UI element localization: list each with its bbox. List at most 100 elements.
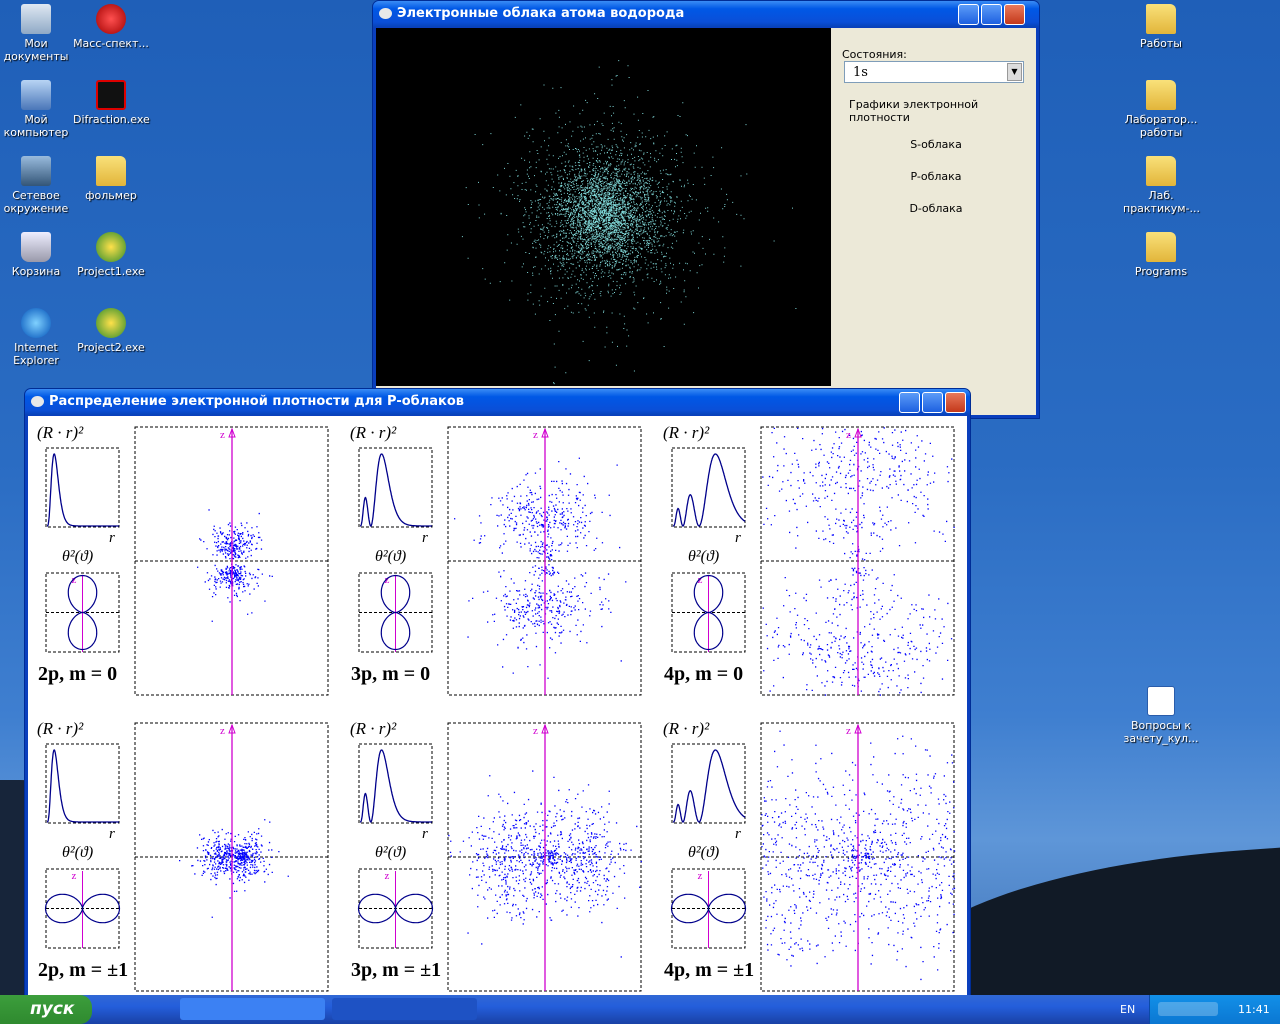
icon-label: Масс-спект...: [73, 37, 149, 50]
angular-label: θ²(ϑ): [62, 844, 93, 861]
cloud-dots: [761, 730, 956, 981]
z-label: z: [533, 725, 538, 737]
tray-icons[interactable]: [1158, 1002, 1218, 1016]
icon-label: Internet Explorer: [13, 341, 59, 367]
icon-label: Вопросы к зачету_кул...: [1123, 719, 1199, 745]
language[interactable]: EN: [1120, 1003, 1136, 1016]
icon-image: [96, 232, 126, 262]
radial-box: [45, 743, 120, 824]
angular-label: θ²(ϑ): [375, 548, 406, 565]
radial-box: [671, 743, 746, 824]
angular-curve: [670, 893, 747, 924]
state-label: 2p, m = ±1: [38, 959, 128, 981]
radial-box: [671, 447, 746, 528]
radial-curve: [673, 749, 746, 823]
desktop-icon[interactable]: фольмер: [73, 154, 149, 202]
z-arrow: [228, 427, 236, 438]
close-button[interactable]: [1004, 4, 1025, 25]
desktop-icon[interactable]: Сетевое окружение: [0, 154, 74, 215]
task-button[interactable]: [180, 998, 325, 1020]
density-panel: (R · r)² r θ²(ϑ) z 2p, m = ±1 z: [37, 719, 329, 992]
density-panel: (R · r)² r θ²(ϑ) z 3p, m = 0 z: [350, 423, 642, 696]
start-button[interactable]: пуск: [0, 995, 92, 1024]
icon-image: [96, 156, 126, 186]
electron-dots: [461, 60, 797, 385]
desktop-icon[interactable]: Мои документы: [0, 2, 74, 63]
minimize-button[interactable]: [899, 392, 920, 413]
cloud-view: [376, 28, 831, 386]
minimize-button[interactable]: [958, 4, 979, 25]
desktop-icon[interactable]: Project2.exe: [73, 306, 149, 354]
maximize-button[interactable]: [922, 392, 943, 413]
desktop-icon[interactable]: Internet Explorer: [0, 306, 74, 367]
close-button[interactable]: [945, 392, 966, 413]
radial-label: (R · r)²: [350, 719, 397, 738]
main-window: Электронные облака атома водорода Состоя…: [372, 0, 1040, 419]
z-label: z: [385, 574, 390, 586]
icon-image: [21, 4, 51, 34]
icon-label: Difraction.exe: [73, 113, 150, 126]
radial-curve: [673, 453, 746, 527]
icon-image: [21, 308, 51, 338]
desktop-icon[interactable]: Работы: [1123, 2, 1199, 50]
z-label: z: [72, 870, 77, 882]
icon-image: [1146, 156, 1176, 186]
desktop-icon[interactable]: Лаборатор... работы: [1123, 78, 1199, 139]
icon-image: [21, 232, 51, 262]
combo-value: 1s: [853, 65, 868, 80]
state-combo[interactable]: 1s ▼: [844, 61, 1024, 83]
radial-curve: [46, 749, 119, 823]
z-arrow: [854, 723, 862, 734]
icon-image: [1146, 232, 1176, 262]
desktop-icon[interactable]: Лаб. практикум-...: [1123, 154, 1200, 215]
icon-image: [96, 4, 126, 34]
graphs-label: Графики электронной плотности: [849, 98, 979, 124]
state-label: 3p, m = 0: [351, 663, 430, 685]
desktop-icon[interactable]: Вопросы к зачету_кул...: [1123, 684, 1199, 745]
cloud-button[interactable]: P-облака: [910, 170, 962, 183]
state-label: 4p, m = 0: [664, 663, 743, 685]
density-panel: (R · r)² r θ²(ϑ) z 4p, m = ±1 z: [663, 719, 956, 992]
angular-label: θ²(ϑ): [375, 844, 406, 861]
state-label: 4p, m = ±1: [664, 959, 754, 981]
desktop-icon[interactable]: Мой компьютер: [0, 78, 74, 139]
p-window: Распределение электронной плотности для …: [24, 388, 971, 1011]
z-label: z: [72, 574, 77, 586]
z-label: z: [846, 725, 851, 737]
desktop-icon[interactable]: Масс-спект...: [73, 2, 149, 50]
icon-label: Работы: [1140, 37, 1182, 50]
density-panel: (R · r)² r θ²(ϑ) z 2p, m = 0 z: [37, 423, 329, 696]
desktop-icon[interactable]: Project1.exe: [73, 230, 149, 278]
icon-image: [1146, 4, 1176, 34]
z-label: z: [220, 429, 225, 441]
desktop-icon[interactable]: Difraction.exe: [73, 78, 150, 126]
z-arrow: [228, 723, 236, 734]
maximize-button[interactable]: [981, 4, 1002, 25]
cloud-dots: [179, 819, 289, 918]
radial-label: (R · r)²: [37, 719, 84, 738]
z-label: z: [698, 574, 703, 586]
r-label: r: [422, 530, 428, 546]
z-label: z: [385, 870, 390, 882]
state-label: 3p, m = ±1: [351, 959, 441, 981]
icon-image: [96, 308, 126, 338]
angular-curve: [380, 574, 411, 651]
desktop-icon[interactable]: Корзина: [0, 230, 74, 278]
angular-curve: [67, 574, 98, 651]
states-label: Состояния:: [842, 48, 907, 61]
icon-label: Корзина: [11, 265, 61, 278]
r-label: r: [735, 530, 741, 546]
window-client: (R · r)² r θ²(ϑ) z 2p, m = 0 z (R · r)² r θ²(ϑ) z…: [28, 416, 967, 1007]
control-panel: Состояния: 1s ▼ Графики электронной плотн…: [836, 28, 1036, 415]
cloud-button[interactable]: S-облака: [910, 138, 962, 151]
p-plots: (R · r)² r θ²(ϑ) z 2p, m = 0 z (R · r)² r θ²(ϑ) z…: [37, 423, 956, 992]
tray: EN 11:41: [1120, 995, 1280, 1024]
desktop-icon[interactable]: Programs: [1123, 230, 1199, 278]
cloud-button[interactable]: D-облака: [909, 202, 963, 215]
angular-curve: [357, 893, 434, 924]
density-panel: (R · r)² r θ²(ϑ) z 3p, m = ±1 z: [350, 719, 642, 992]
z-label: z: [533, 429, 538, 441]
task-button[interactable]: [332, 998, 477, 1020]
combo-arrow[interactable]: ▼: [1007, 63, 1022, 81]
icon-image: [21, 156, 51, 186]
